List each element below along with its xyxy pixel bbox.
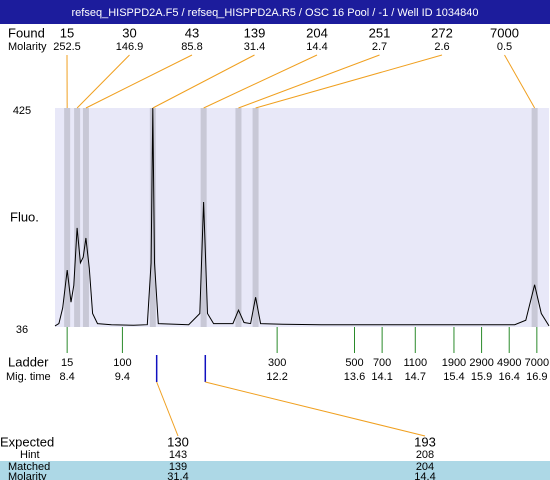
ladder-size: 100	[113, 357, 131, 369]
found-size: 43	[185, 25, 199, 40]
y-tick-label: 36	[16, 324, 28, 336]
ladder-size: 1900	[442, 357, 466, 369]
found-size: 204	[306, 25, 328, 40]
ladder-time: 14.1	[371, 371, 392, 383]
row-label: Molarity	[8, 471, 47, 480]
row-label: Found	[8, 25, 45, 40]
ladder-time: 15.4	[443, 371, 464, 383]
found-molarity: 252.5	[53, 41, 81, 53]
peak-band	[235, 108, 242, 327]
peak-band	[149, 108, 156, 327]
ladder-size: 7000	[525, 357, 549, 369]
matched-band	[0, 461, 550, 480]
found-size: 15	[60, 25, 74, 40]
expected-hint: 208	[416, 449, 434, 461]
ladder-size: 15	[61, 357, 73, 369]
found-leader	[152, 54, 255, 109]
ladder-time: 16.4	[499, 371, 520, 383]
expected-molarity: 14.4	[414, 471, 435, 480]
ladder-time: 8.4	[60, 371, 75, 383]
ladder-time: 9.4	[115, 371, 130, 383]
expected-molarity: 31.4	[167, 471, 188, 480]
found-leader	[238, 54, 380, 109]
found-leader	[85, 54, 193, 109]
ladder-time: 16.9	[526, 371, 547, 383]
ladder-size: 4900	[497, 357, 521, 369]
found-leader	[504, 54, 536, 109]
expected-hint: 143	[169, 449, 187, 461]
title: refseq_HISPPD2A.F5 / refseq_HISPPD2A.R5 …	[72, 7, 479, 19]
ladder-time: 12.2	[266, 371, 287, 383]
row-label: Mig. time	[6, 371, 51, 383]
ladder-time: 15.9	[471, 371, 492, 383]
trace	[54, 107, 550, 327]
peak-band	[64, 108, 71, 327]
expected-size: 130	[167, 434, 189, 449]
peak-band	[74, 108, 81, 327]
found-leader	[255, 54, 443, 109]
expected-matched: 204	[416, 461, 434, 473]
found-size: 251	[369, 25, 391, 40]
found-molarity: 2.7	[372, 41, 387, 53]
found-size: 30	[122, 25, 136, 40]
found-size: 272	[431, 25, 453, 40]
found-molarity: 85.8	[181, 41, 202, 53]
y-axis-label: Fluo.	[10, 209, 39, 224]
ladder-time: 13.6	[344, 371, 365, 383]
peak-band	[252, 108, 259, 327]
found-molarity: 2.6	[434, 41, 449, 53]
found-molarity: 31.4	[244, 41, 265, 53]
row-label: Molarity	[8, 41, 47, 53]
ladder-size: 500	[345, 357, 363, 369]
expected-size: 193	[414, 434, 436, 449]
peak-band	[82, 108, 89, 327]
ladder-time: 14.7	[405, 371, 426, 383]
found-molarity: 0.5	[497, 41, 512, 53]
row-label: Expected	[0, 434, 54, 449]
ladder-size: 700	[373, 357, 391, 369]
found-size: 139	[244, 25, 266, 40]
found-leader	[76, 54, 130, 109]
found-leader	[203, 54, 318, 109]
row-label: Ladder	[8, 354, 49, 369]
y-tick-label: 425	[13, 105, 31, 117]
expected-leader	[156, 381, 179, 437]
found-molarity: 146.9	[116, 41, 144, 53]
peak-band	[531, 108, 538, 327]
expected-leader	[205, 381, 426, 437]
row-label: Matched	[8, 461, 50, 473]
plot-area	[55, 108, 549, 327]
ladder-size: 2900	[469, 357, 493, 369]
found-size: 7000	[490, 25, 519, 40]
ladder-size: 300	[268, 357, 286, 369]
row-label: Hint	[20, 449, 40, 461]
ladder-size: 1100	[403, 357, 427, 369]
found-molarity: 14.4	[306, 41, 327, 53]
expected-matched: 139	[169, 461, 187, 473]
title-bar	[0, 0, 550, 24]
